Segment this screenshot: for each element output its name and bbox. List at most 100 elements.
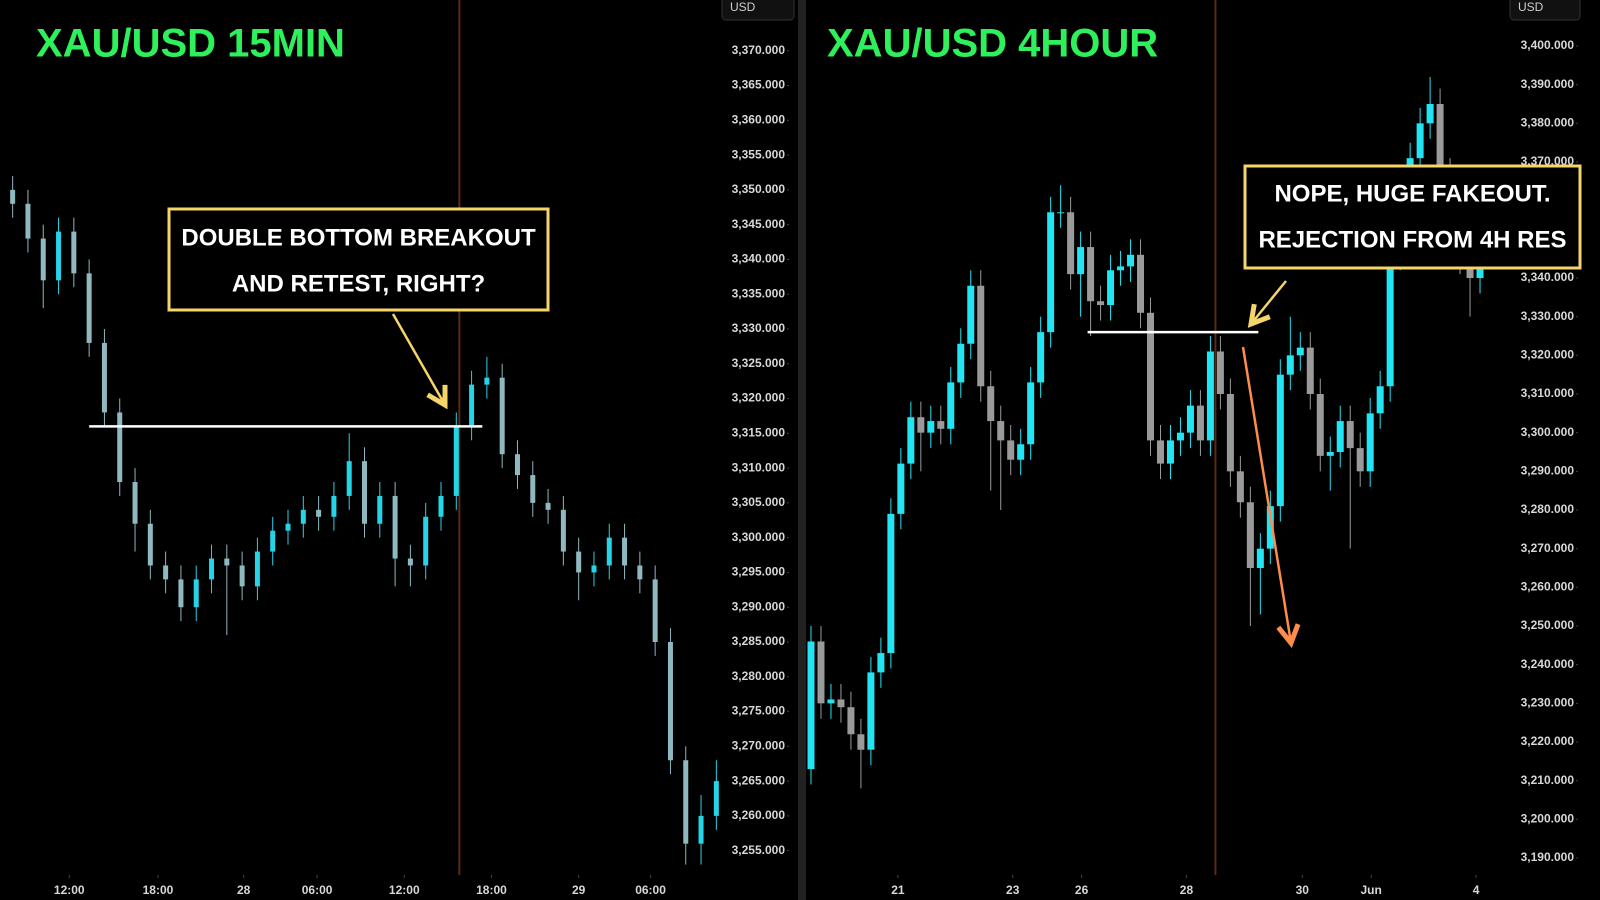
candle-body	[1097, 301, 1105, 306]
y-tick-label: 3,330.000	[1521, 309, 1575, 323]
annotation-text: DOUBLE BOTTOM BREAKOUT	[181, 224, 536, 251]
candle-body	[316, 509, 322, 517]
y-tick-label: 3,340.000	[732, 252, 786, 266]
candle-body	[499, 377, 505, 455]
candle-body	[1366, 413, 1374, 472]
candle-body	[1346, 421, 1354, 449]
y-tick-label: 3,190.000	[1521, 850, 1575, 864]
candle-body	[132, 482, 138, 524]
candle-body	[877, 653, 885, 673]
y-tick-label: 3,270.000	[1521, 541, 1575, 555]
x-tick-label: 18:00	[476, 883, 507, 897]
annotation-arrow	[1251, 280, 1287, 324]
candle-body	[545, 502, 551, 510]
candle-body	[453, 426, 459, 496]
candle-body	[837, 699, 845, 708]
y-tick-label: 3,310.000	[732, 460, 786, 474]
candle-body	[10, 189, 16, 204]
y-tick-label: 3,330.000	[732, 321, 786, 335]
candle-body	[606, 537, 612, 566]
candle-body	[622, 537, 628, 566]
candle-body	[1057, 212, 1065, 214]
candle-body	[947, 382, 955, 429]
candle-body	[407, 558, 413, 566]
y-tick-label: 3,260.000	[732, 808, 786, 822]
candle-body	[1386, 254, 1394, 387]
candle-body	[300, 509, 306, 524]
candle-body	[1226, 394, 1234, 472]
candle-body	[560, 509, 566, 552]
candle-body	[827, 699, 835, 704]
y-tick-label: 3,320.000	[1521, 348, 1575, 362]
candle-body	[1007, 440, 1015, 460]
y-tick-label: 3,295.000	[732, 565, 786, 579]
candle-body	[1436, 104, 1444, 174]
candle-body	[178, 579, 184, 608]
candle-body	[1246, 502, 1254, 568]
candle-body	[637, 565, 643, 580]
y-tick-label: 3,290.000	[1521, 464, 1575, 478]
chart-title: XAU/USD 4HOUR	[827, 22, 1158, 66]
candle-body	[1166, 440, 1174, 464]
candle-body	[857, 734, 865, 750]
y-tick-label: 3,345.000	[732, 217, 786, 231]
candle-body	[897, 463, 905, 514]
candle-body	[392, 495, 398, 559]
candle-body	[147, 523, 153, 566]
candle-body	[193, 579, 199, 608]
candle-body	[25, 203, 31, 239]
candle-body	[1037, 332, 1045, 383]
annotation-text: AND RETEST, RIGHT?	[232, 270, 485, 297]
candle-body	[1067, 212, 1075, 275]
y-tick-label: 3,400.000	[1521, 38, 1575, 52]
y-tick-label: 3,200.000	[1521, 811, 1575, 825]
candle-body	[1376, 386, 1384, 414]
candle-body	[1216, 351, 1224, 395]
candle-body	[713, 781, 719, 816]
candle-body	[1087, 247, 1095, 302]
candle-body	[423, 516, 429, 566]
x-tick-label: Jun	[1361, 883, 1382, 897]
y-tick-label: 3,315.000	[732, 425, 786, 439]
x-tick-label: 28	[1180, 883, 1194, 897]
candle-body	[1426, 104, 1434, 124]
candle-body	[163, 565, 169, 580]
y-tick-label: 3,300.000	[1521, 425, 1575, 439]
candle-body	[1336, 421, 1344, 452]
candle-body	[1176, 432, 1184, 441]
candle-body	[86, 273, 92, 343]
candle-body	[807, 641, 815, 770]
candle-body	[484, 377, 490, 385]
candle-body	[1186, 405, 1194, 433]
candle-body	[977, 285, 985, 387]
annotation-box	[167, 207, 550, 312]
candle-body	[56, 231, 62, 281]
y-tick-label: 3,210.000	[1521, 773, 1575, 787]
unit-box	[721, 0, 795, 21]
chart-title: XAU/USD 15MIN	[36, 22, 345, 66]
candle-body	[438, 495, 444, 517]
candle-body	[530, 475, 536, 503]
x-tick-label: 28	[237, 883, 251, 897]
annotation-arrow	[391, 313, 445, 405]
y-tick-label: 3,250.000	[1521, 618, 1575, 632]
candle-body	[1356, 448, 1364, 472]
x-tick-label: 12:00	[389, 883, 420, 897]
candle-body	[270, 530, 276, 552]
candle-body	[997, 421, 1005, 441]
candle-body	[1156, 440, 1164, 464]
y-tick-label: 3,335.000	[732, 286, 786, 300]
y-tick-label: 3,300.000	[732, 530, 786, 544]
candle-body	[817, 641, 825, 704]
x-tick-label: 30	[1296, 883, 1310, 897]
y-tick-label: 3,305.000	[732, 495, 786, 509]
y-tick-label: 3,275.000	[732, 704, 786, 718]
x-tick-label: 06:00	[302, 883, 333, 897]
x-tick-label: 26	[1075, 883, 1089, 897]
candle-body	[698, 815, 704, 844]
candle-body	[887, 513, 895, 654]
x-tick-label: 23	[1006, 883, 1020, 897]
y-tick-label: 3,360.000	[732, 113, 786, 127]
y-tick-label: 3,325.000	[732, 356, 786, 370]
